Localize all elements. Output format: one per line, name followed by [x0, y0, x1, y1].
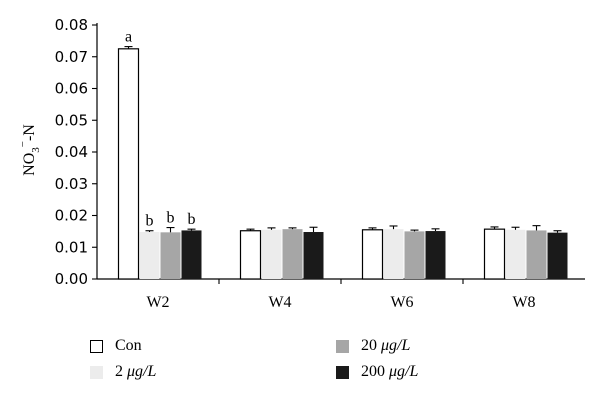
y-tick-label: 0.04 — [55, 143, 88, 161]
legend-label-con: Con — [115, 337, 142, 354]
legend-swatch-200ug — [336, 365, 349, 379]
legend-item-con: Con — [90, 336, 142, 356]
y-axis-label-no: NO — [21, 153, 38, 176]
bar — [526, 230, 547, 279]
legend-label-2ug: 2 μg/L — [115, 363, 157, 380]
legend-swatch-2ug — [90, 365, 103, 379]
legend-item-200ug: 200 μg/L — [336, 362, 418, 382]
bar — [139, 232, 160, 279]
bar — [160, 232, 181, 279]
bar-chart: NO3−-N 0.00 0.01 0.02 0.03 0.04 0.05 0.06 0.07 0… — [17, 16, 585, 311]
y-axis-label-n: -N — [21, 124, 38, 141]
significance-label: b — [188, 211, 196, 228]
bar — [181, 230, 202, 279]
y-tick-label: 0.08 — [55, 16, 88, 34]
significance-label: b — [167, 210, 175, 227]
legend-label-20ug: 20 μg/L — [361, 337, 411, 354]
x-category-label: W4 — [268, 294, 291, 311]
bar — [282, 229, 303, 279]
bar — [361, 229, 384, 280]
x-category-label: W8 — [512, 294, 535, 311]
bar — [425, 231, 446, 279]
y-tick-label: 0.03 — [55, 175, 88, 193]
x-category-label: W2 — [146, 294, 169, 311]
bar — [505, 229, 526, 279]
legend-swatch-con — [90, 339, 103, 353]
y-tick-label: 0.06 — [55, 80, 88, 98]
bar — [261, 229, 282, 279]
y-tick-label: 0.00 — [55, 270, 88, 288]
bar — [383, 229, 404, 279]
y-tick-label: 0.01 — [55, 238, 88, 256]
y-tick-label: 0.05 — [55, 111, 88, 129]
bar — [117, 48, 140, 280]
legend-item-2ug: 2 μg/L — [90, 362, 156, 382]
legend-item-20ug: 20 μg/L — [336, 336, 410, 356]
legend-label-200ug: 200 μg/L — [361, 363, 419, 380]
y-axis-label-text: NO3−-N — [17, 124, 42, 176]
y-axis-label-sup: − — [17, 141, 29, 147]
legend: Con 2 μg/L 20 μg/L 200 μg/L — [90, 336, 510, 384]
bar — [547, 232, 568, 279]
y-tick-label: 0.02 — [55, 207, 88, 225]
significance-label: a — [125, 29, 132, 46]
bar — [404, 231, 425, 279]
y-axis-label-sub: 3 — [30, 147, 42, 153]
bar — [239, 230, 262, 280]
significance-label: b — [146, 213, 154, 230]
y-axis-label: NO3−-N — [17, 124, 42, 176]
bar — [303, 232, 324, 279]
y-tick-label: 0.07 — [55, 48, 88, 66]
legend-swatch-20ug — [336, 339, 349, 353]
bar — [483, 228, 506, 280]
x-category-label: W6 — [390, 294, 413, 311]
